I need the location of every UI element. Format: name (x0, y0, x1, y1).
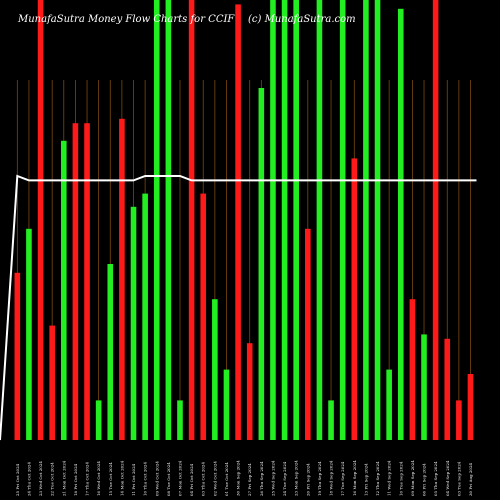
tick-label: 07 Mon Oct 2024 (177, 460, 182, 496)
tick-label: 15 Tue Oct 2024 (108, 462, 113, 496)
tick-label: 12 Thu Sep 2024 (375, 461, 380, 496)
money-flow-line (0, 174, 477, 441)
bar-7 (84, 123, 90, 440)
tick-label: 13 Fri Sep 2024 (363, 463, 368, 496)
tick-label: 19 Thu Sep 2024 (317, 461, 322, 496)
tick-label: 25 Fri Oct 2024 (15, 463, 20, 496)
tick-label: 04 Wed Sep 2024 (445, 460, 450, 496)
bar-29 (339, 0, 346, 440)
tick-label: 24 Tue Sep 2024 (282, 461, 287, 496)
bar-13 (153, 0, 160, 440)
bar-10 (119, 118, 125, 441)
bar-32 (374, 0, 381, 440)
bar-23 (270, 0, 276, 440)
tick-label: 30 Fri Aug 2024 (468, 462, 473, 496)
bar-4 (49, 325, 55, 440)
tick-label: 17 Tue Sep 2024 (340, 461, 345, 496)
bar-2 (26, 228, 32, 440)
chart-title: MunafaSutra Money Flow Charts for CCIF (17, 14, 235, 25)
bar-37 (432, 0, 439, 440)
bar-39 (456, 400, 462, 440)
tick-label: 03 Thu Oct 2024 (201, 462, 206, 496)
bar-34 (397, 8, 404, 441)
bar-14 (165, 0, 172, 440)
tick-label: 09 Wed Oct 2024 (154, 461, 159, 496)
tick-label: 20 Fri Sep 2024 (305, 463, 310, 496)
bar-35 (409, 299, 416, 440)
tick-layer: 25 Fri Oct 2024 24 Thu Oct 2024 23 Wed Oct… (15, 460, 473, 496)
tick-label: 23 Mon Sep 2024 (294, 460, 299, 496)
bar-26 (305, 228, 311, 440)
bar-21 (246, 343, 253, 440)
bar-16 (188, 0, 195, 440)
tick-label: 09 Mon Sep 2024 (410, 460, 415, 496)
bar-15 (177, 400, 183, 440)
bar-5 (60, 140, 67, 441)
bar-24 (281, 0, 288, 440)
tick-label: 08 Tue Oct 2024 (166, 462, 171, 496)
tick-label: 10 Tue Sep 2024 (398, 461, 403, 496)
bar-20 (235, 4, 241, 441)
bar-8 (95, 400, 102, 440)
bar-25 (293, 0, 299, 440)
tick-label: 16 Mon Sep 2024 (352, 460, 357, 496)
bar-18 (212, 299, 218, 440)
bar-1 (14, 272, 21, 440)
bar-40 (467, 374, 474, 440)
tick-label: 16 Wed Oct 2024 (96, 461, 101, 496)
tick-label: 04 Fri Oct 2024 (189, 463, 194, 496)
bar-11 (130, 206, 137, 440)
bar-6 (72, 123, 79, 440)
bar-31 (363, 0, 369, 440)
tick-label: 18 Wed Sep 2024 (329, 460, 334, 496)
bar-38 (444, 338, 451, 440)
tick-label: 18 Fri Oct 2024 (73, 463, 78, 496)
bar-17 (200, 193, 207, 440)
tick-label: 30 Mon Sep 2024 (236, 460, 241, 496)
tick-label: 22 Tue Oct 2024 (50, 462, 55, 496)
tick-label: 25 Wed Sep 2024 (270, 460, 275, 496)
line-layer (0, 174, 477, 441)
tick-label: 11 Fri Oct 2024 (131, 463, 136, 496)
bar-36 (421, 334, 427, 440)
bar-27 (316, 0, 323, 440)
tick-label: 11 Wed Sep 2024 (387, 460, 392, 496)
bar-19 (223, 369, 230, 440)
tick-label: 24 Thu Oct 2024 (26, 462, 31, 496)
tick-label: 21 Mon Oct 2024 (61, 460, 66, 496)
tick-label: 01 Tue Oct 2024 (224, 462, 229, 496)
watermark: (c) MunafaSutra.com (248, 14, 356, 25)
tick-label: 26 Thu Sep 2024 (259, 461, 264, 496)
bar-22 (258, 88, 265, 440)
tick-label: 17 Thu Oct 2024 (85, 462, 90, 496)
tick-label: 10 Thu Oct 2024 (143, 462, 148, 496)
tick-label: 23 Wed Oct 2024 (38, 461, 43, 496)
tick-label: 05 Thu Sep 2024 (433, 461, 438, 496)
bar-33 (386, 369, 392, 440)
tick-label: 03 Tue Sep 2024 (456, 461, 461, 496)
bar-3 (37, 0, 44, 440)
tick-label: 02 Wed Oct 2024 (212, 461, 217, 496)
bar-28 (328, 400, 334, 440)
tick-label: 14 Mon Oct 2024 (119, 460, 124, 496)
bar-9 (107, 264, 114, 440)
bar-layer (14, 0, 474, 441)
tick-label: 27 Fri Sep 2024 (247, 463, 252, 496)
bar-12 (142, 193, 148, 440)
bar-30 (351, 158, 358, 440)
tick-label: 06 Fri Sep 2024 (422, 463, 427, 496)
